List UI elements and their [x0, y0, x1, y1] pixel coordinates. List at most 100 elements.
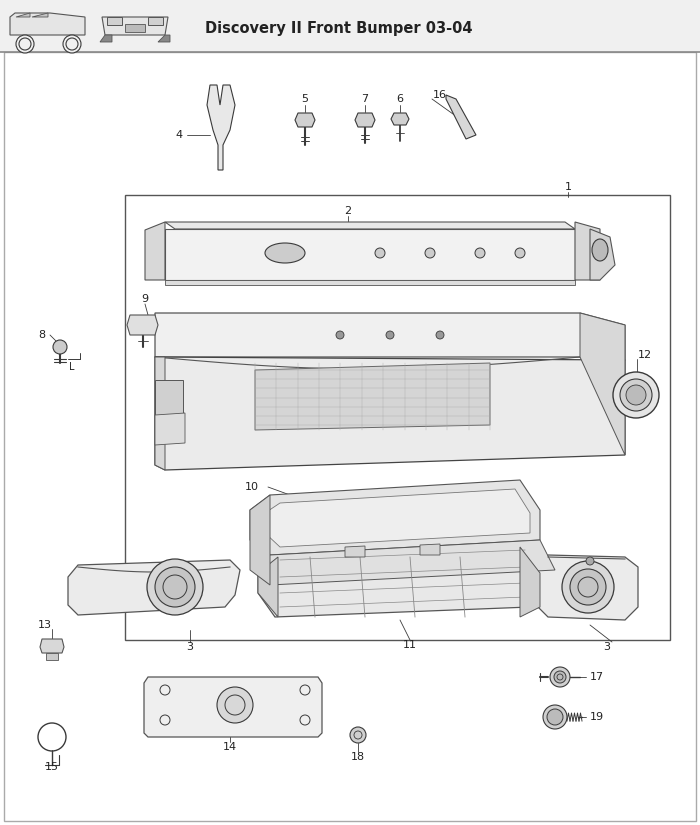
Polygon shape	[258, 557, 278, 617]
Polygon shape	[68, 560, 240, 615]
Text: 3: 3	[186, 642, 193, 652]
Circle shape	[336, 331, 344, 339]
Polygon shape	[250, 480, 540, 555]
Text: L: L	[69, 362, 75, 372]
Polygon shape	[520, 547, 540, 617]
Polygon shape	[40, 639, 64, 653]
Text: 7: 7	[361, 94, 369, 104]
Text: 8: 8	[38, 330, 45, 340]
Polygon shape	[538, 555, 638, 620]
Text: ROVERLAND: ROVERLAND	[197, 374, 503, 417]
Circle shape	[626, 385, 646, 405]
Polygon shape	[155, 413, 185, 445]
Circle shape	[547, 709, 563, 725]
Bar	[148, 17, 163, 25]
Polygon shape	[155, 313, 625, 360]
Text: Discovery II Front Bumper 03-04: Discovery II Front Bumper 03-04	[205, 21, 472, 36]
Circle shape	[515, 248, 525, 258]
Circle shape	[543, 705, 567, 729]
Bar	[0, 0, 700, 52]
Polygon shape	[158, 35, 170, 42]
Circle shape	[425, 248, 435, 258]
Circle shape	[147, 559, 203, 615]
Circle shape	[613, 372, 659, 418]
Polygon shape	[420, 544, 440, 555]
Polygon shape	[165, 229, 575, 280]
Ellipse shape	[592, 239, 608, 261]
Polygon shape	[345, 546, 365, 557]
Circle shape	[436, 331, 444, 339]
Text: 4: 4	[175, 130, 182, 140]
Text: 6: 6	[396, 94, 403, 104]
Polygon shape	[127, 315, 158, 335]
Bar	[155, 380, 183, 435]
Polygon shape	[165, 222, 575, 229]
Polygon shape	[446, 95, 476, 139]
Circle shape	[493, 496, 507, 510]
Circle shape	[475, 248, 485, 258]
Circle shape	[155, 567, 195, 607]
Circle shape	[550, 667, 570, 687]
Polygon shape	[590, 229, 615, 280]
Bar	[125, 24, 145, 32]
Polygon shape	[255, 363, 490, 430]
Bar	[125, 195, 670, 640]
Circle shape	[53, 340, 67, 354]
Polygon shape	[295, 113, 315, 127]
Polygon shape	[10, 13, 85, 35]
Polygon shape	[155, 357, 165, 470]
Circle shape	[303, 510, 317, 524]
Text: 12: 12	[638, 350, 652, 360]
Text: 18: 18	[351, 752, 365, 762]
Polygon shape	[155, 357, 625, 470]
Polygon shape	[16, 13, 30, 17]
Polygon shape	[258, 547, 540, 617]
Text: 3: 3	[603, 642, 610, 652]
Polygon shape	[32, 13, 48, 17]
Text: 15: 15	[45, 762, 59, 772]
Circle shape	[453, 498, 467, 512]
Text: 5: 5	[302, 94, 309, 104]
Circle shape	[570, 569, 606, 605]
Circle shape	[375, 248, 385, 258]
Ellipse shape	[265, 243, 305, 263]
Circle shape	[16, 35, 34, 53]
Text: 14: 14	[223, 742, 237, 752]
Polygon shape	[165, 280, 575, 285]
Circle shape	[554, 671, 566, 683]
Circle shape	[135, 317, 151, 333]
Circle shape	[586, 557, 594, 565]
Polygon shape	[145, 222, 165, 280]
Circle shape	[386, 331, 394, 339]
Polygon shape	[102, 17, 168, 35]
Polygon shape	[100, 35, 112, 42]
Text: 19: 19	[590, 712, 604, 722]
Circle shape	[620, 379, 652, 411]
Circle shape	[562, 561, 614, 613]
Polygon shape	[575, 222, 600, 280]
Text: 9: 9	[141, 294, 148, 304]
Text: 17: 17	[590, 672, 604, 682]
Circle shape	[403, 502, 417, 516]
Bar	[107, 17, 122, 25]
Polygon shape	[46, 653, 58, 660]
Circle shape	[353, 506, 367, 520]
Text: 10: 10	[245, 482, 259, 492]
Text: 13: 13	[38, 620, 52, 630]
Polygon shape	[144, 677, 322, 737]
Text: 2: 2	[344, 206, 351, 216]
Polygon shape	[580, 313, 625, 455]
Circle shape	[217, 687, 253, 723]
Circle shape	[350, 727, 366, 743]
Polygon shape	[250, 495, 270, 585]
Circle shape	[63, 35, 81, 53]
Polygon shape	[355, 113, 375, 127]
Polygon shape	[391, 113, 409, 125]
Polygon shape	[265, 489, 530, 547]
Text: 1: 1	[564, 182, 571, 192]
Polygon shape	[8, 17, 88, 45]
Text: 11: 11	[403, 640, 417, 650]
Text: 16: 16	[433, 90, 447, 100]
Polygon shape	[255, 540, 555, 585]
Polygon shape	[207, 85, 235, 170]
